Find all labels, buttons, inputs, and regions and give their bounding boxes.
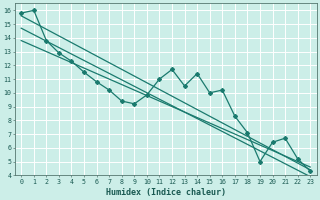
X-axis label: Humidex (Indice chaleur): Humidex (Indice chaleur): [106, 188, 226, 197]
